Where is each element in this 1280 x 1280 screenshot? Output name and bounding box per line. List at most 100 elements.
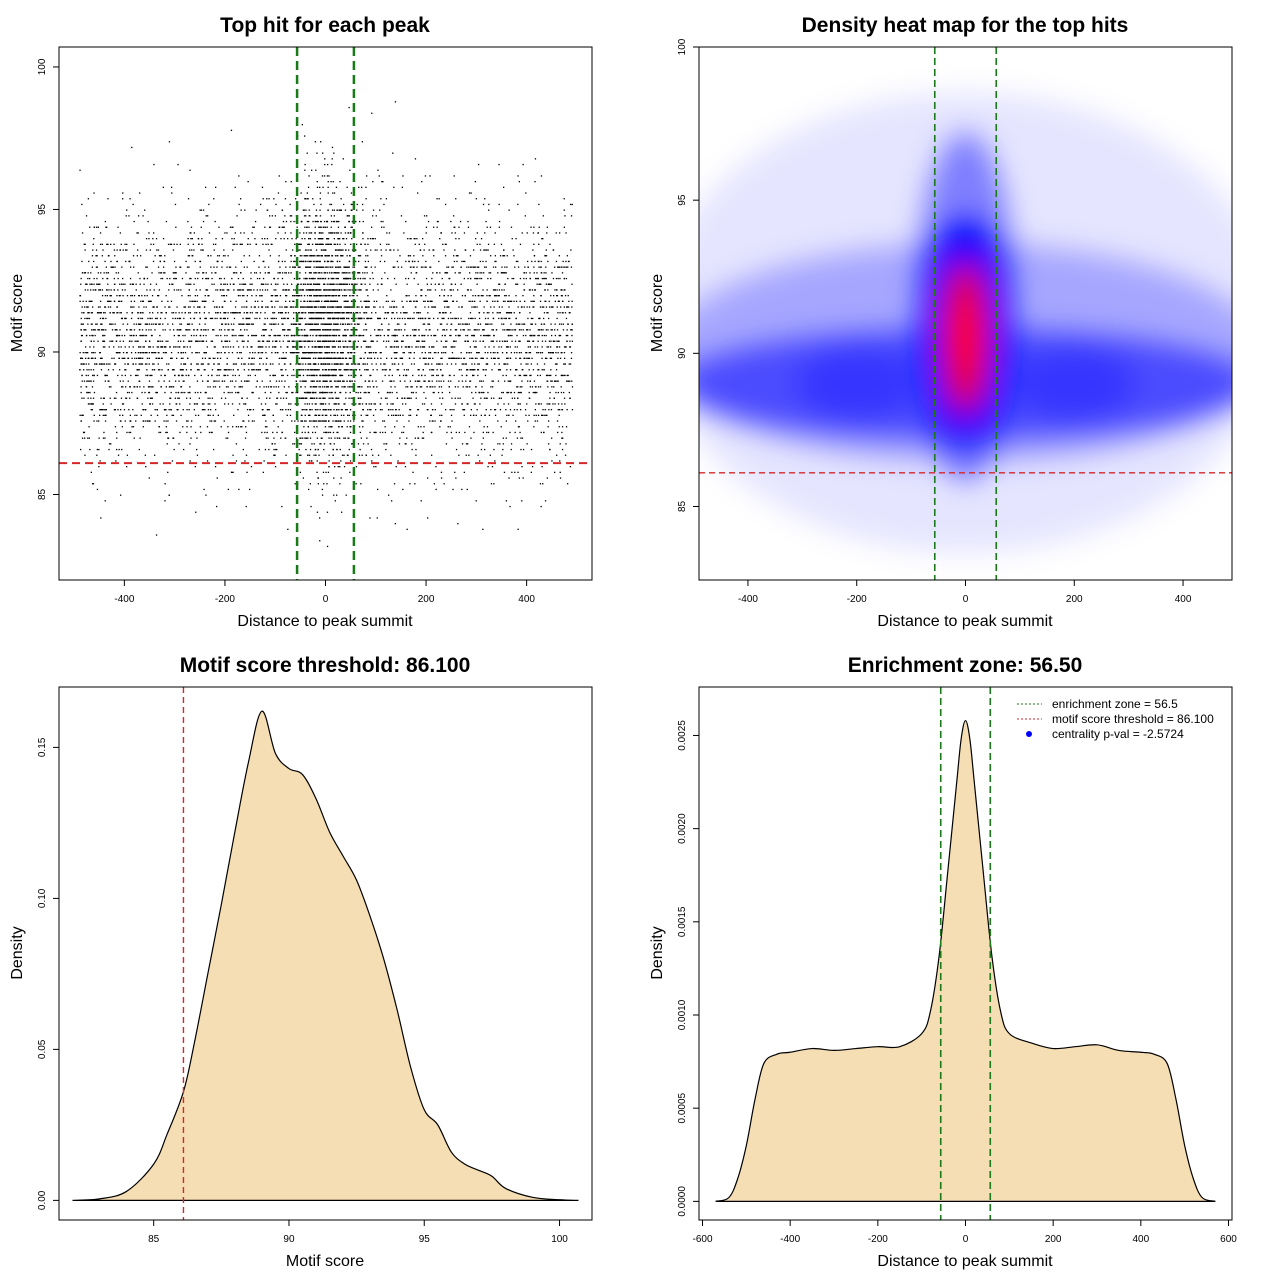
scatter-point: [526, 340, 529, 342]
scatter-point: [128, 391, 130, 394]
scatter-point: [221, 260, 223, 263]
scatter-point: [427, 380, 430, 382]
scatter-point: [442, 397, 444, 399]
scatter-point: [556, 306, 558, 308]
scatter-point: [122, 198, 124, 200]
scatter-point: [359, 403, 361, 405]
scatter-point: [393, 249, 395, 251]
scatter-point: [498, 283, 500, 285]
scatter-point: [184, 352, 187, 354]
scatter-point: [460, 266, 462, 268]
scatter-point: [443, 300, 445, 302]
scatter-point: [427, 300, 429, 302]
scatter-point: [119, 369, 121, 371]
scatter-point: [111, 266, 113, 268]
scatter-point: [196, 380, 199, 382]
scatter-point: [100, 409, 102, 411]
scatter-point: [394, 523, 396, 525]
scatter-point: [446, 340, 448, 342]
scatter-point: [505, 272, 507, 274]
scatter-point: [167, 300, 169, 302]
scatter-point: [182, 426, 184, 428]
scatter-point: [231, 329, 233, 331]
scatter-point: [438, 198, 440, 200]
scatter-point: [242, 317, 244, 320]
scatter-point: [82, 431, 85, 434]
scatter-point: [557, 357, 559, 359]
scatter-point: [207, 409, 210, 411]
scatter-point: [315, 306, 317, 308]
scatter-point: [471, 363, 473, 365]
scatter-point: [195, 511, 197, 513]
scatter-point: [353, 295, 355, 297]
scatter-point: [91, 409, 93, 411]
scatter-point: [173, 243, 175, 245]
scatter-point: [87, 380, 89, 382]
scatter-point: [135, 374, 138, 377]
scatter-point: [467, 340, 469, 342]
scatter-point: [255, 295, 257, 297]
scatter-point: [347, 289, 349, 291]
scatter-point: [421, 437, 423, 439]
scatter-point: [479, 460, 481, 462]
scatter-point: [190, 277, 192, 280]
scatter-point: [87, 289, 89, 291]
scatter-point: [457, 357, 459, 359]
scatter-point: [152, 346, 154, 348]
scatter-point: [485, 363, 487, 365]
scatter-point: [277, 386, 280, 388]
scatter-point: [169, 243, 171, 245]
scatter-point: [268, 346, 270, 348]
scatter-point: [301, 238, 303, 240]
scatter-point: [369, 517, 371, 519]
scatter-point: [210, 409, 212, 411]
scatter-point: [87, 198, 89, 200]
scatter-point: [223, 380, 226, 382]
scatter-point: [138, 323, 140, 325]
scatter-point: [425, 357, 427, 359]
scatter-point: [399, 374, 401, 377]
scatter-point: [472, 317, 474, 320]
scatter-point: [187, 357, 189, 359]
scatter-point: [211, 272, 213, 274]
scatter-point: [160, 277, 162, 280]
scatter-point: [175, 391, 177, 394]
scatter-point: [210, 431, 212, 434]
scatter-point: [382, 306, 384, 308]
scatter-point: [519, 431, 521, 434]
scatter-point: [442, 283, 444, 285]
scatter-point: [221, 238, 224, 240]
scatter-point: [545, 249, 547, 251]
scatter-point: [93, 391, 96, 394]
scatter-point: [428, 329, 430, 331]
scatter-point: [364, 260, 367, 263]
scatter-point: [243, 329, 246, 331]
scatter-point: [238, 346, 240, 348]
scatter-point: [487, 431, 490, 434]
scatter-point: [324, 409, 326, 411]
scatter-point: [552, 352, 554, 354]
scatter-point: [160, 340, 162, 342]
scatter-point: [433, 334, 435, 337]
scatter-point: [409, 409, 412, 411]
scatter-point: [301, 295, 303, 297]
scatter-point: [82, 352, 84, 354]
scatter-point: [204, 317, 206, 320]
scatter-point: [474, 369, 476, 371]
scatter-point: [177, 352, 179, 354]
scatter-point: [473, 266, 475, 268]
scatter-point: [104, 295, 107, 297]
scatter-point: [540, 260, 542, 263]
scatter-point: [567, 266, 569, 268]
scatter-point: [532, 249, 534, 251]
scatter-point: [116, 260, 118, 263]
scatter-point: [205, 215, 207, 217]
scatter-point: [464, 249, 466, 251]
scatter-point: [234, 272, 236, 274]
scatter-point: [124, 317, 126, 320]
scatter-point: [248, 357, 250, 359]
scatter-point: [196, 448, 198, 451]
scatter-point: [91, 266, 93, 268]
scatter-point: [449, 289, 451, 291]
scatter-point: [428, 346, 430, 348]
